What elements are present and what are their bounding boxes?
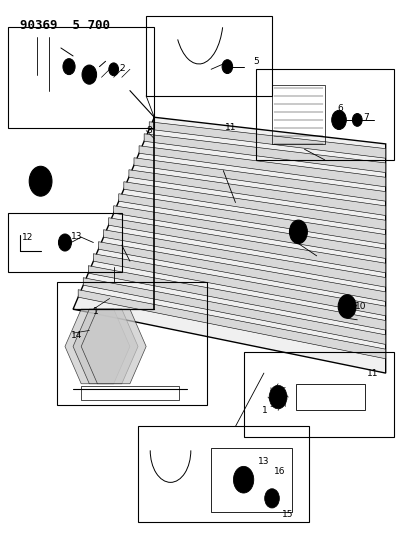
Polygon shape [129, 169, 385, 215]
Text: 10: 10 [354, 302, 366, 311]
Polygon shape [149, 122, 385, 158]
Bar [8, 27, 154, 128]
Circle shape [294, 227, 302, 237]
Polygon shape [73, 309, 138, 384]
Polygon shape [118, 193, 385, 244]
Polygon shape [83, 278, 385, 344]
Circle shape [233, 466, 253, 493]
Text: 8: 8 [146, 126, 151, 135]
Polygon shape [73, 117, 385, 373]
Bar [255, 69, 393, 160]
Text: 9: 9 [300, 228, 305, 236]
Text: 3: 3 [87, 73, 93, 82]
Text: 4: 4 [34, 174, 40, 183]
Circle shape [269, 385, 286, 409]
Bar [211, 448, 292, 512]
Circle shape [109, 63, 118, 76]
Bar [296, 384, 364, 410]
Text: 11: 11 [367, 369, 378, 377]
Text: 1: 1 [93, 308, 99, 316]
Circle shape [63, 59, 75, 75]
Polygon shape [109, 217, 385, 273]
Bar [138, 426, 308, 522]
Polygon shape [113, 206, 385, 259]
Circle shape [331, 110, 345, 130]
Polygon shape [134, 158, 385, 201]
Circle shape [289, 220, 307, 244]
Polygon shape [93, 254, 385, 316]
Circle shape [58, 234, 71, 251]
Polygon shape [103, 230, 385, 287]
Bar [57, 282, 207, 405]
Bar [8, 213, 121, 272]
Text: 14: 14 [71, 332, 82, 340]
Polygon shape [139, 146, 385, 187]
Polygon shape [124, 182, 385, 230]
Bar [146, 16, 271, 96]
Circle shape [29, 166, 52, 196]
Circle shape [337, 295, 355, 318]
Bar [271, 85, 324, 144]
Text: 13: 13 [257, 457, 269, 465]
Polygon shape [81, 309, 146, 384]
Text: 5: 5 [253, 57, 259, 66]
Circle shape [352, 114, 361, 126]
Text: 7: 7 [362, 113, 368, 122]
Polygon shape [78, 290, 385, 359]
Text: 11: 11 [225, 124, 236, 132]
Polygon shape [88, 266, 385, 330]
Polygon shape [144, 134, 385, 173]
Text: 2: 2 [119, 64, 125, 72]
Bar [81, 386, 178, 400]
Circle shape [264, 489, 279, 508]
Text: 1: 1 [261, 406, 267, 415]
Bar [243, 352, 393, 437]
Circle shape [222, 60, 232, 74]
Circle shape [36, 175, 45, 188]
Text: 6: 6 [337, 104, 343, 112]
Circle shape [82, 65, 96, 84]
Text: 12: 12 [22, 233, 34, 241]
Text: 15: 15 [281, 510, 293, 519]
Text: 13: 13 [71, 232, 82, 240]
Text: 90369  5 700: 90369 5 700 [20, 19, 110, 31]
Polygon shape [65, 309, 130, 384]
Text: 16: 16 [273, 467, 285, 476]
Polygon shape [98, 242, 385, 302]
